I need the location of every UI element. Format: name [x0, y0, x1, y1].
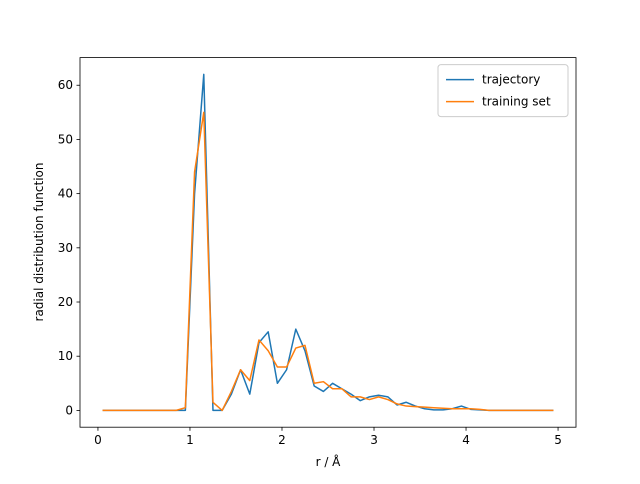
- legend-label: trajectory: [482, 73, 540, 87]
- line-series: [102, 73, 554, 412]
- x-tick-label: 1: [186, 433, 194, 447]
- x-tick-label: 2: [278, 433, 286, 447]
- line-series: [102, 111, 554, 412]
- legend-label: training set: [482, 95, 551, 109]
- x-tick-label: 5: [554, 433, 562, 447]
- y-tick-label: 40: [58, 187, 73, 201]
- x-tick-label: 4: [462, 433, 470, 447]
- legend-box: [437, 64, 569, 118]
- y-tick-label: 50: [58, 132, 73, 146]
- x-axis-label: r / Å: [316, 454, 342, 469]
- y-tick-label: 0: [65, 403, 73, 417]
- y-axis-label: radial distribution function: [32, 163, 46, 322]
- y-tick-label: 30: [58, 241, 73, 255]
- y-tick-label: 20: [58, 295, 73, 309]
- y-tick-label: 10: [58, 349, 73, 363]
- y-tick-label: 60: [58, 78, 73, 92]
- x-tick-label: 3: [370, 433, 378, 447]
- x-tick-label: 0: [94, 433, 102, 447]
- plot-frame: [79, 57, 577, 428]
